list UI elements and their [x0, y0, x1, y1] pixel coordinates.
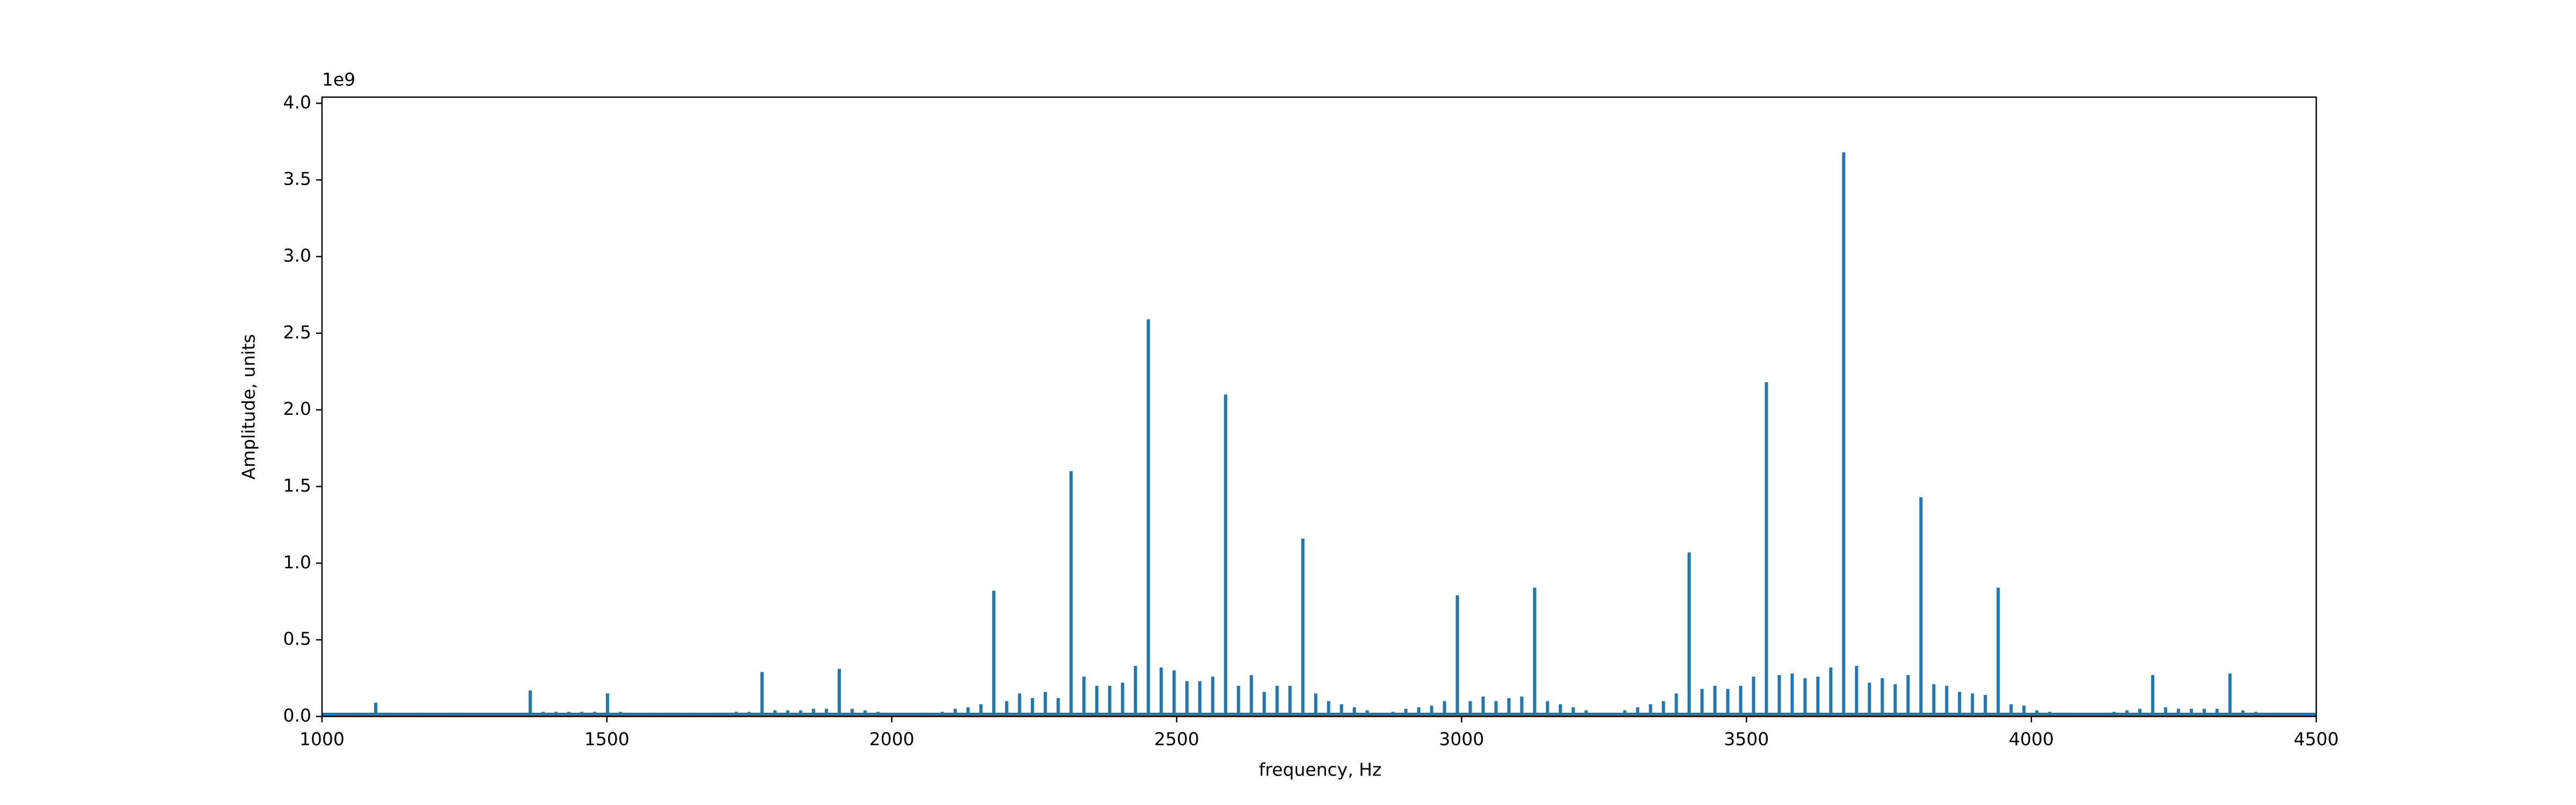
plot-frame	[321, 96, 2317, 718]
y-tick-label: 0.0	[283, 705, 311, 726]
y-tick-label: 0.5	[283, 628, 311, 649]
x-tick-label: 2000	[869, 729, 914, 750]
x-tick-label: 4000	[2009, 729, 2054, 750]
x-tick-label: 4500	[2294, 729, 2339, 750]
x-tick-label: 3000	[1439, 729, 1484, 750]
y-tick-label: 2.0	[283, 398, 311, 419]
x-tick-label: 1500	[584, 729, 630, 750]
y-offset-label: 1e9	[322, 69, 355, 90]
x-axis-label: frequency, Hz	[1259, 759, 1382, 780]
y-tick-label: 4.0	[283, 92, 311, 113]
y-tick-label: 3.0	[283, 245, 311, 266]
y-tick-label: 3.5	[283, 169, 311, 189]
y-tick-label: 1.0	[283, 552, 311, 573]
y-tick-label: 2.5	[283, 321, 311, 342]
x-tick-label: 1000	[299, 729, 345, 750]
x-tick-label: 3500	[1724, 729, 1769, 750]
y-axis-label: Amplitude, units	[238, 334, 259, 479]
x-tick-label: 2500	[1154, 729, 1199, 750]
y-tick-label: 1.5	[283, 475, 311, 496]
